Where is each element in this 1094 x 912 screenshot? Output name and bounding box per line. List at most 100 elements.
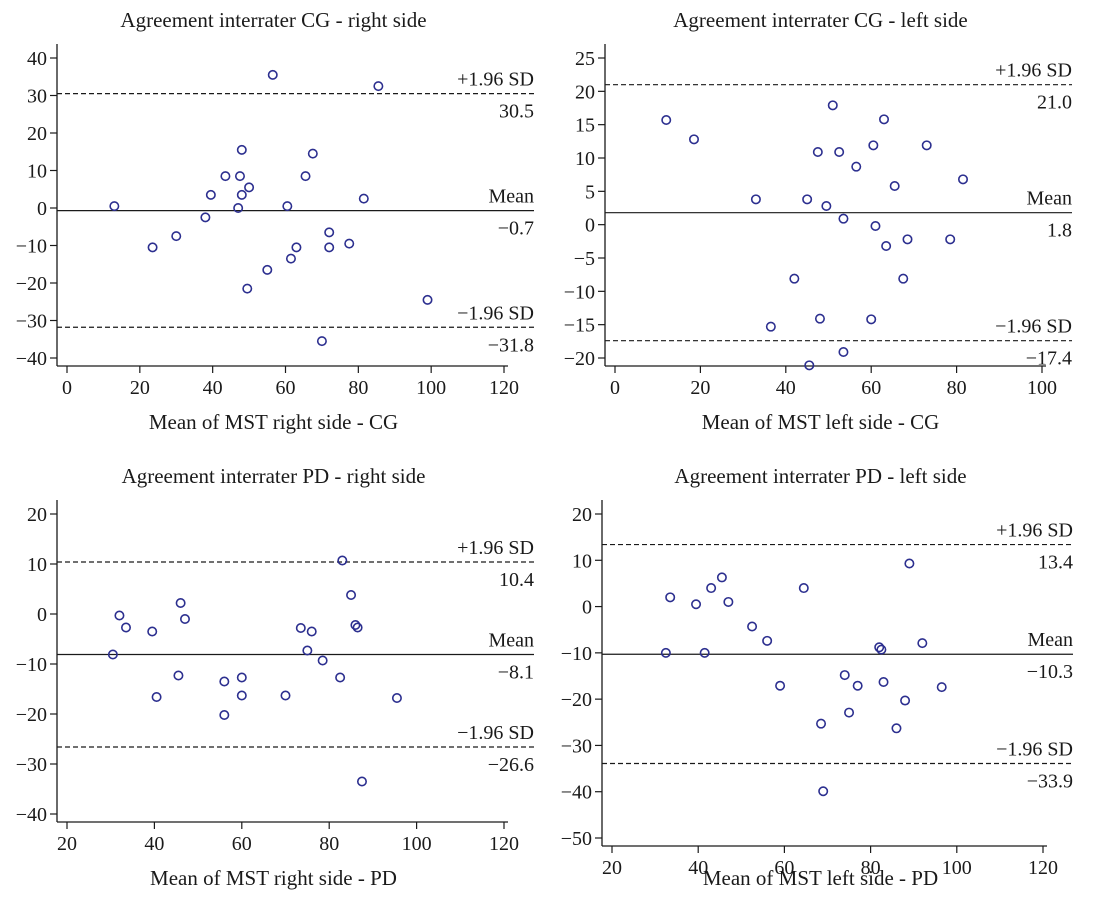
data-point [301,172,309,180]
data-point [174,671,182,679]
y-tick-label: 20 [575,81,595,103]
reference-line-value: −0.7 [498,218,534,240]
reference-line-value: −31.8 [488,334,534,356]
data-point [841,671,849,679]
x-tick-label: 60 [861,377,881,399]
x-tick-label: 60 [232,833,252,855]
y-tick-label: −10 [16,236,47,258]
data-point [692,600,700,608]
y-tick-label: −10 [564,281,595,303]
data-point [283,202,291,210]
data-point [748,622,756,630]
reference-line-value: −8.1 [498,662,534,684]
reference-line-label: −1.96 SD [457,302,534,324]
x-axis-label: Mean of MST left side - PD [547,866,1094,891]
chart-plot-pd-left: −50−40−30−20−100102020 40 60 80 100 120+1.96 … [547,456,1094,912]
reference-line-value: −10.3 [1027,661,1073,683]
reference-line-label: −1.96 SD [995,316,1072,338]
data-point [845,708,853,716]
y-tick-label: 20 [27,123,47,145]
data-point [918,639,926,647]
data-point [959,175,967,183]
reference-line-label: +1.96 SD [457,537,534,559]
data-point [853,682,861,690]
data-point [869,141,877,149]
data-point [303,646,311,654]
data-point [903,235,911,243]
chart-panel-pd-right: Agreement interrater PD - right side −40… [0,456,547,912]
x-tick-label: 40 [776,377,796,399]
x-tick-label: 120 [489,833,519,855]
data-point [423,296,431,304]
reference-line-label: +1.96 SD [995,60,1072,82]
data-point [351,621,359,629]
data-point [238,673,246,681]
data-point [238,691,246,699]
data-point [308,627,316,635]
y-tick-label: 25 [575,48,595,70]
reference-line-value: 13.4 [1038,552,1073,574]
data-point [220,677,228,685]
data-point [946,235,954,243]
y-tick-label: 15 [575,115,595,137]
data-point [666,593,674,601]
data-point [835,148,843,156]
y-tick-label: −5 [574,248,595,270]
reference-line-label: −1.96 SD [457,722,534,744]
y-tick-label: −20 [16,273,47,295]
data-point [822,202,830,210]
y-tick-label: 10 [575,148,595,170]
data-point [724,598,732,606]
data-point [690,135,698,143]
data-point [148,627,156,635]
reference-line-label: Mean [488,630,534,652]
y-tick-label: −30 [16,311,47,333]
y-tick-label: 0 [585,215,595,237]
x-tick-label: 40 [203,377,223,399]
chart-plot-cg-left: −20 −15 −10 −5 0 5 10 15 20 25 0 20 40 60 80 100 +1.96 S… [547,0,1094,456]
data-point [115,611,123,619]
data-point [236,172,244,180]
data-point [875,643,883,651]
y-tick-label: −30 [16,754,47,776]
data-point [360,194,368,202]
data-point [923,141,931,149]
data-point [243,284,251,292]
data-point [287,254,295,262]
data-point [819,787,827,795]
data-point [122,623,130,631]
data-point [718,573,726,581]
data-point [871,222,879,230]
data-point [309,149,317,157]
reference-line-value: 30.5 [499,101,534,123]
data-point [269,71,277,79]
data-point [281,691,289,699]
x-tick-label: 60 [276,377,296,399]
x-tick-label: 0 [610,377,620,399]
data-point [152,693,160,701]
data-point [899,274,907,282]
x-tick-label: 80 [348,377,368,399]
data-point [938,683,946,691]
y-tick-label: 0 [37,198,47,220]
data-point [318,656,326,664]
y-tick-label: −20 [561,689,592,711]
reference-line-label: −1.96 SD [996,738,1073,760]
y-tick-label: −40 [561,782,592,804]
x-tick-label: 120 [489,377,519,399]
data-point [393,694,401,702]
y-tick-label: 20 [572,504,592,526]
data-point [816,314,824,322]
y-tick-label: −20 [16,704,47,726]
chart-plot-pd-right: −40−30−20−100102020 40 60 80 100 120+1.96 SD1… [0,456,547,912]
data-point [374,82,382,90]
reference-line-value: 10.4 [499,569,534,591]
data-point [181,615,189,623]
reference-line-label: Mean [1026,188,1072,210]
reference-line-value: −26.6 [488,754,534,776]
y-tick-label: −40 [16,804,47,826]
y-tick-label: 30 [27,86,47,108]
y-tick-label: −40 [16,348,47,370]
x-tick-label: 80 [947,377,967,399]
data-point [297,624,305,632]
